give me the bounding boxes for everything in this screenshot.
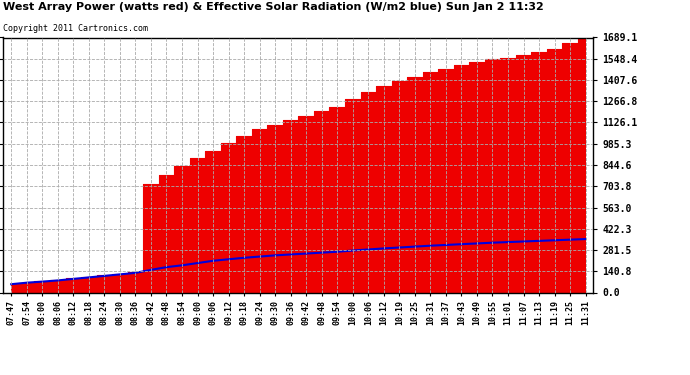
Text: Copyright 2011 Cartronics.com: Copyright 2011 Cartronics.com	[3, 24, 148, 33]
Text: West Array Power (watts red) & Effective Solar Radiation (W/m2 blue) Sun Jan 2 1: West Array Power (watts red) & Effective…	[3, 2, 544, 12]
